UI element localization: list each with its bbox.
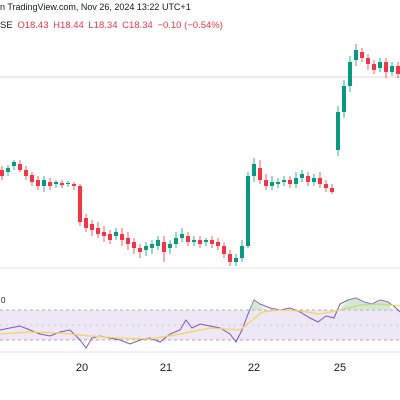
- candle-body-0: [0, 170, 4, 176]
- candle-body-37: [222, 246, 226, 254]
- candle-body-57: [342, 86, 346, 112]
- candle-body-62: [372, 64, 376, 70]
- x-tick-20: 20: [75, 362, 89, 374]
- candle-body-45: [270, 182, 274, 186]
- candle-body-52: [312, 178, 316, 182]
- candle-body-10: [60, 183, 64, 185]
- candle-body-5: [30, 175, 34, 182]
- close-value: C18.34: [122, 20, 153, 31]
- candle-body-38: [228, 254, 232, 262]
- candle-body-65: [390, 66, 394, 72]
- candle-body-13: [78, 186, 82, 222]
- candle-body-41: [246, 176, 250, 246]
- candle-body-21: [126, 238, 130, 244]
- candle-body-50: [300, 174, 304, 178]
- candle-body-8: [48, 182, 52, 186]
- candle-body-9: [54, 182, 58, 184]
- open-value: O18.43: [17, 20, 49, 31]
- candle-body-44: [264, 180, 268, 186]
- candle-body-20: [120, 234, 124, 240]
- candle-body-56: [336, 112, 340, 150]
- candle-body-48: [288, 180, 292, 184]
- candle-body-30: [180, 234, 184, 238]
- candle-body-66: [396, 66, 400, 74]
- candle-body-26: [156, 240, 160, 246]
- candle-body-14: [84, 218, 88, 228]
- candle-body-25: [150, 244, 154, 248]
- candle-body-16: [96, 228, 100, 234]
- candle-body-28: [168, 244, 172, 248]
- low-value: L18.34: [88, 20, 118, 31]
- candle-body-23: [138, 248, 142, 252]
- candle-body-49: [294, 178, 298, 184]
- candle-body-40: [240, 246, 244, 258]
- candle-body-29: [174, 238, 178, 244]
- ohlc-readout: SE O18.43 H18.44 L18.34 C18.34 −0.10 (−0…: [0, 20, 225, 31]
- rsi-overbought-fill-2: [248, 300, 264, 310]
- candle-body-39: [234, 258, 238, 262]
- candle-body-2: [12, 162, 16, 166]
- candle-body-17: [102, 232, 106, 236]
- candle-body-33: [198, 240, 202, 244]
- candle-body-19: [114, 232, 118, 236]
- candle-body-12: [72, 184, 76, 186]
- x-tick-22: 22: [247, 362, 261, 374]
- candle-body-46: [276, 182, 280, 184]
- high-value: H18.44: [53, 20, 84, 31]
- candle-body-3: [18, 164, 22, 170]
- candle-body-58: [348, 62, 352, 86]
- candle-body-64: [384, 62, 388, 72]
- candle-body-59: [354, 50, 358, 60]
- candle-body-36: [216, 242, 220, 246]
- candle-body-47: [282, 180, 286, 182]
- x-tick-25: 25: [333, 362, 347, 374]
- rsi-line: [0, 297, 400, 349]
- candle-body-35: [210, 240, 214, 244]
- candle-body-15: [90, 224, 94, 230]
- candle-body-11: [66, 183, 70, 184]
- candle-body-42: [252, 164, 256, 176]
- x-tick-21: 21: [159, 362, 173, 374]
- candle-body-53: [318, 178, 322, 184]
- candle-body-34: [204, 240, 208, 242]
- rsi-overbought-fill: [340, 298, 392, 310]
- candle-body-54: [324, 184, 328, 188]
- candle-body-1: [6, 168, 10, 172]
- candle-body-55: [330, 188, 334, 192]
- candle-body-24: [144, 246, 148, 250]
- candle-body-22: [132, 242, 136, 248]
- candle-body-18: [108, 234, 112, 240]
- candle-body-51: [306, 176, 310, 182]
- candle-body-61: [366, 58, 370, 64]
- candle-body-31: [186, 236, 190, 242]
- candle-body-6: [36, 180, 40, 186]
- candle-body-7: [42, 180, 46, 186]
- candle-body-27: [162, 242, 166, 252]
- candle-body-60: [360, 52, 364, 58]
- rsi-label: 0: [1, 296, 6, 305]
- candle-body-32: [192, 240, 196, 242]
- chart-source-header: n TradingView.com, Nov 26, 2024 13:22 UT…: [0, 2, 191, 12]
- candle-body-43: [258, 168, 262, 180]
- candle-body-4: [24, 170, 28, 176]
- candle-body-63: [378, 62, 382, 68]
- exchange-fragment: SE: [0, 20, 13, 31]
- change-value: −0.10 (−0.54%): [157, 20, 223, 31]
